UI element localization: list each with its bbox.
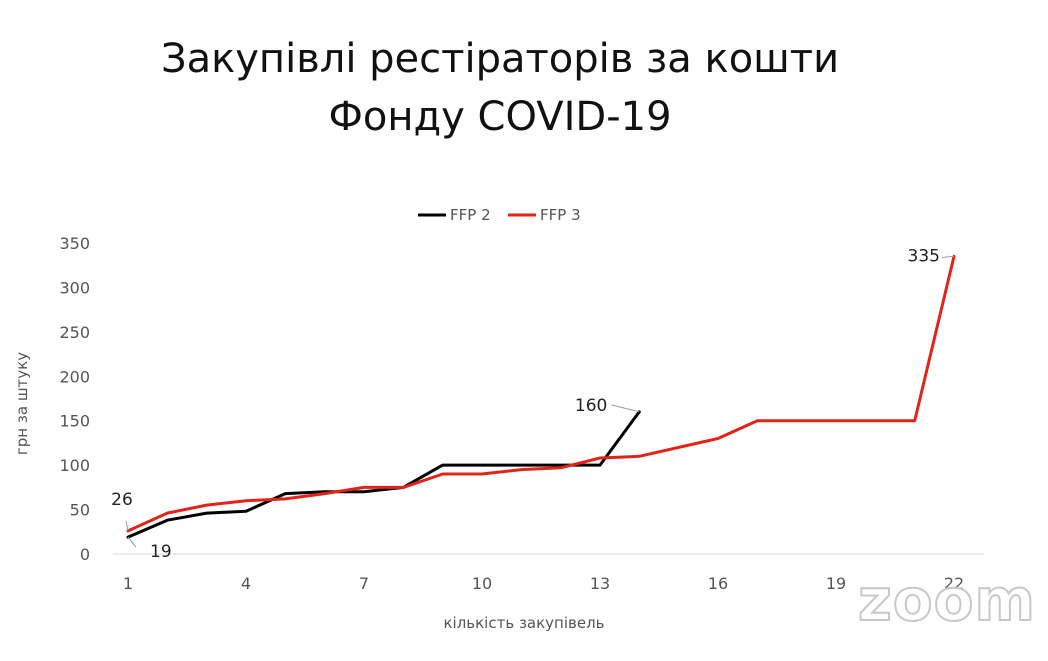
data-label: 19 [150,542,172,562]
data-label-leader [127,536,137,548]
legend-label: FFP 2 [450,206,491,224]
legend-label: FFP 3 [540,206,581,224]
x-tick-label: 1 [123,574,133,593]
data-label: 335 [908,246,940,266]
x-tick-label: 7 [359,574,369,593]
data-label: 26 [111,490,133,510]
x-axis-title: кількість закупівель [443,614,604,632]
y-tick-label: 50 [70,501,90,520]
series-line-1 [126,410,641,539]
y-tick-label: 100 [59,456,90,475]
x-tick-label: 19 [826,574,846,593]
data-label: 160 [575,396,607,416]
x-axis-ticks: 1 4 7 10 13 16 19 22 [123,574,964,593]
data-labels: 19 160 26 335 [111,246,955,562]
chart-title: Закупівлі рестіраторів за кошти Фонду CO… [0,30,1000,146]
series-line-2 [126,254,956,533]
chart-title-line2: Фонду COVID-19 [328,94,672,140]
data-label-leader [611,404,640,413]
y-axis-ticks: 0 50 100 150 200 250 300 350 [59,234,90,564]
y-tick-label: 300 [59,278,90,297]
data-label-leader [125,520,129,531]
x-tick-label: 22 [944,574,964,593]
y-tick-label: 200 [59,367,90,386]
x-tick-label: 10 [472,574,492,593]
x-tick-label: 16 [708,574,728,593]
series-lines [126,254,956,539]
data-label-leader [941,255,955,258]
y-tick-label: 250 [59,323,90,342]
x-tick-label: 13 [590,574,610,593]
y-tick-label: 350 [59,234,90,253]
x-tick-label: 4 [241,574,251,593]
chart-title-line1: Закупівлі рестіраторів за кошти [160,36,840,82]
zoom-watermark-logo: zoom [857,565,1036,635]
legend: FFP 2 FFP 3 [418,206,581,224]
y-tick-label: 0 [80,545,90,564]
y-axis-title: грн за штуку [13,352,31,455]
y-tick-label: 150 [59,412,90,431]
